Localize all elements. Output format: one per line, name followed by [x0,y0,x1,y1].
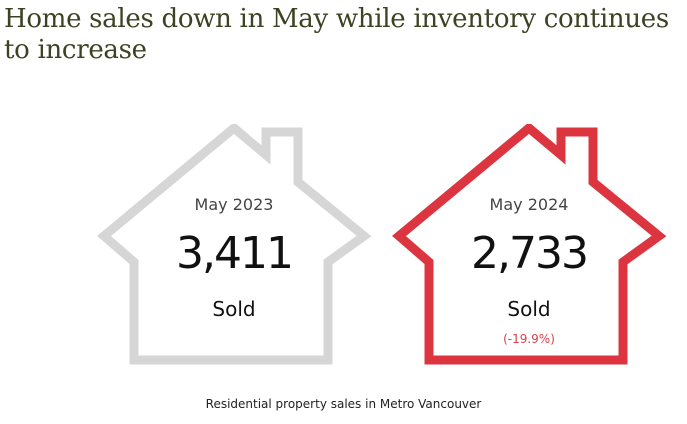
period-label: May 2024 [489,195,569,214]
house-card-2024: May 2024 2,733 Sold (-19.9%) [391,124,667,366]
house-card-2023: May 2023 3,411 Sold [96,124,372,366]
house-outline-icon [97,124,372,365]
unit-label: Sold [212,297,256,321]
house-outline-2023 [97,124,372,365]
sales-value: 2,733 [471,228,589,279]
house-outline-2024 [392,124,667,365]
unit-label: Sold [507,297,551,321]
sales-value: 3,411 [176,228,294,279]
period-label: May 2023 [194,195,274,214]
house-outline-icon [392,124,667,365]
caption: Residential property sales in Metro Vanc… [205,397,482,411]
page-title: Home sales down in May while inventory c… [4,4,669,65]
percent-change: (-19.9%) [503,332,555,346]
